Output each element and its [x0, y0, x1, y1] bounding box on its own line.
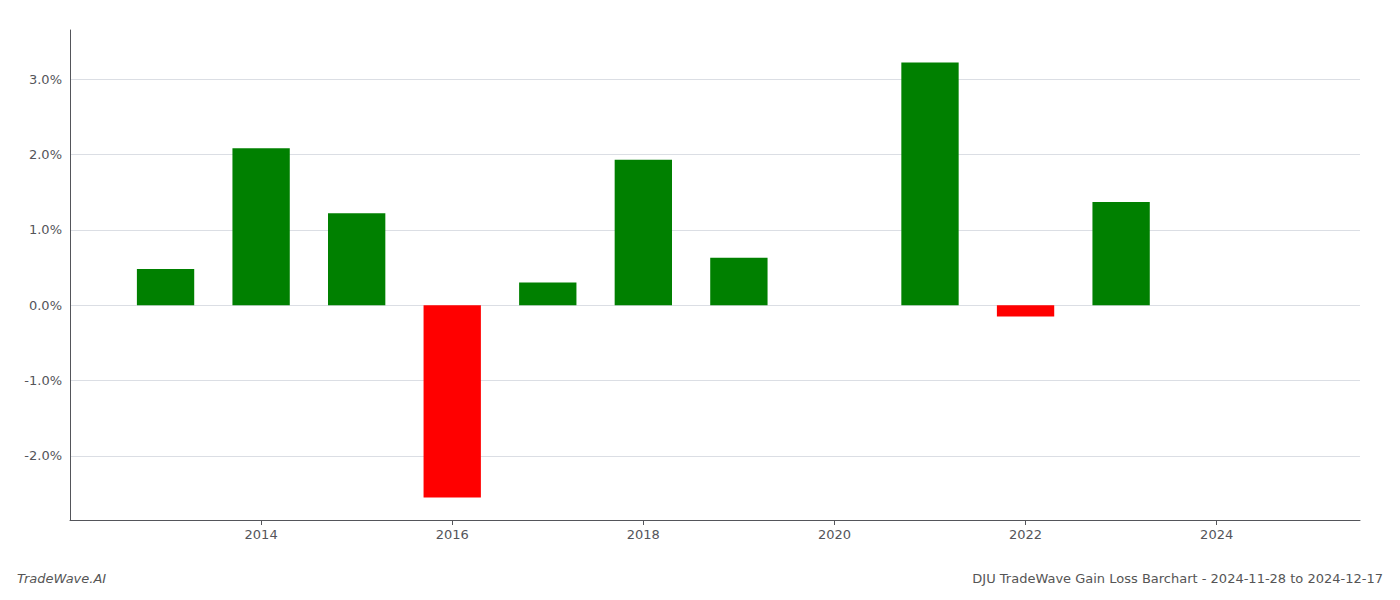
svg-text:1.0%: 1.0% [29, 222, 62, 237]
svg-text:2024: 2024 [1200, 527, 1233, 542]
svg-text:2018: 2018 [627, 527, 660, 542]
svg-text:2014: 2014 [245, 527, 278, 542]
svg-text:-2.0%: -2.0% [24, 448, 62, 463]
svg-text:3.0%: 3.0% [29, 72, 62, 87]
svg-text:-1.0%: -1.0% [24, 373, 62, 388]
svg-text:0.0%: 0.0% [29, 298, 62, 313]
svg-text:TradeWave.AI: TradeWave.AI [17, 571, 106, 586]
svg-text:DJU TradeWave Gain Loss Barcha: DJU TradeWave Gain Loss Barchart - 2024-… [972, 571, 1383, 586]
svg-text:2.0%: 2.0% [29, 147, 62, 162]
svg-text:2020: 2020 [818, 527, 851, 542]
svg-text:2016: 2016 [436, 527, 469, 542]
svg-text:2022: 2022 [1009, 527, 1042, 542]
